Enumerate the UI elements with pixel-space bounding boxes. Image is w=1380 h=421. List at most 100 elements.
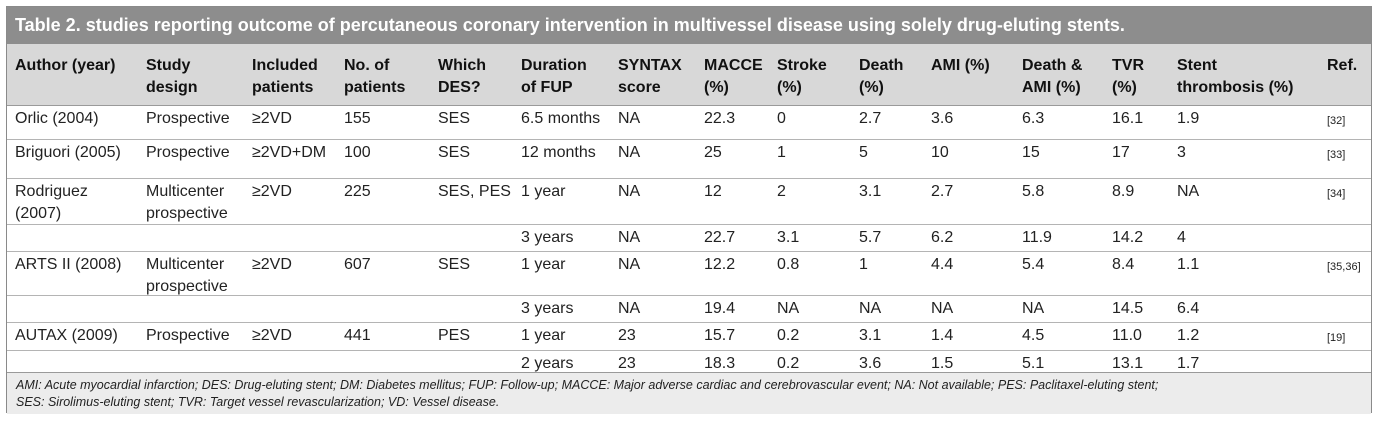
cell-author: Orlic (2004): [15, 110, 99, 127]
cell-macce: 12.2: [704, 256, 736, 273]
cell-macce: 22.7: [704, 229, 736, 246]
cell-ami: 2.7: [931, 183, 954, 200]
cell-which-des: SES, PES: [438, 183, 511, 200]
cell-death-ami: 11.9: [1022, 229, 1052, 246]
cell-no-of-patients: 225: [344, 183, 371, 200]
cell-macce: 25: [704, 144, 722, 161]
cell-which-des: SES: [438, 256, 471, 273]
cell-duration-fup: 1 year: [521, 327, 566, 344]
cell-ami: 10: [931, 144, 949, 161]
cell-stroke: 0.2: [777, 327, 800, 344]
cell-tvr: 8.9: [1112, 183, 1135, 200]
cell-study-design: Multicenter prospective: [146, 256, 228, 295]
cell-ref: [33]: [1327, 149, 1346, 161]
cell-syntax-score: NA: [618, 183, 641, 200]
header-ref: Ref.: [1327, 57, 1358, 74]
cell-no-of-patients: 100: [344, 144, 371, 161]
cell-syntax-score: NA: [618, 144, 641, 161]
cell-no-of-patients: 441: [344, 327, 371, 344]
cell-tvr: 14.2: [1112, 229, 1144, 246]
cell-ami: 1.4: [931, 327, 954, 344]
cell-duration-fup: 1 year: [521, 183, 566, 200]
cell-death: 3.6: [859, 355, 882, 372]
cell-syntax-score: NA: [618, 229, 641, 246]
header-death: Death (%): [859, 57, 904, 96]
cell-duration-fup: 12 months: [521, 144, 596, 161]
footnote-line-2: SES: Sirolimus-eluting stent; TVR: Targe…: [16, 395, 500, 409]
cell-syntax-score: NA: [618, 256, 641, 273]
header-which-des: Which DES?: [438, 57, 486, 96]
cell-macce: 18.3: [704, 355, 736, 372]
cell-duration-fup: 3 years: [521, 300, 574, 317]
cell-tvr: 8.4: [1112, 256, 1135, 273]
cell-author: AUTAX (2009): [15, 327, 118, 344]
cell-included-patients: ≥2VD: [252, 256, 292, 273]
table-row: 2 years 23 18.3 0.2 3.6 1.5 5.1 13.1 1.7: [7, 351, 1371, 372]
cell-ami: 1.5: [931, 355, 954, 372]
header-stent-thrombosis: Stent thrombosis (%): [1177, 57, 1294, 96]
cell-death: 3.1: [859, 327, 882, 344]
header-duration-fup: Duration of FUP: [521, 57, 587, 96]
cell-ref: [19]: [1327, 332, 1346, 344]
table-row: Orlic (2004) Prospective ≥2VD 155 SES 6.5 mon…: [7, 106, 1371, 140]
cell-death-ami: 4.5: [1022, 327, 1045, 344]
cell-stroke: 0: [777, 110, 786, 127]
cell-no-of-patients: 155: [344, 110, 371, 127]
cell-tvr: 13.1: [1112, 355, 1144, 372]
cell-stroke: NA: [777, 300, 800, 317]
cell-study-design: Prospective: [146, 110, 230, 127]
cell-stroke: 2: [777, 183, 786, 200]
table-row: 3 years NA 19.4 NA NA NA NA 14.5 6.4: [7, 296, 1371, 323]
cell-syntax-score: NA: [618, 300, 641, 317]
cell-tvr: 17: [1112, 144, 1130, 161]
cell-duration-fup: 1 year: [521, 256, 566, 273]
cell-death-ami: 5.1: [1022, 355, 1045, 372]
cell-syntax-score: NA: [618, 110, 641, 127]
cell-included-patients: ≥2VD+DM: [252, 144, 327, 161]
cell-tvr: 16.1: [1112, 110, 1144, 127]
cell-which-des: PES: [438, 327, 471, 344]
cell-study-design: Multicenter prospective: [146, 183, 228, 222]
footnote-line-1: AMI: Acute myocardial infarction; DES: D…: [16, 378, 1159, 392]
cell-syntax-score: 23: [618, 327, 636, 344]
cell-stent-thrombosis: 3: [1177, 144, 1186, 161]
cell-death-ami: 5.4: [1022, 256, 1045, 273]
table-frame: Table 2. studies reporting outcome of pe…: [6, 6, 1372, 414]
cell-macce: 15.7: [704, 327, 736, 344]
cell-death: 2.7: [859, 110, 882, 127]
cell-stroke: 0.8: [777, 256, 800, 273]
cell-ami: 4.4: [931, 256, 954, 273]
header-ami: AMI (%): [931, 57, 990, 74]
cell-tvr: 14.5: [1112, 300, 1144, 317]
header-tvr: TVR (%): [1112, 57, 1144, 96]
cell-duration-fup: 6.5 months: [521, 110, 601, 127]
header-syntax-score: SYNTAX score: [618, 57, 682, 96]
table-footnote: AMI: Acute myocardial infarction; DES: D…: [7, 372, 1371, 414]
header-study-design: Study design: [146, 57, 198, 96]
table-title: Table 2. studies reporting outcome of pe…: [7, 7, 1371, 44]
cell-macce: 22.3: [704, 110, 736, 127]
table-row: Rodriguez (2007) Multicenter prospective ≥…: [7, 179, 1371, 225]
cell-ref: [32]: [1327, 115, 1346, 127]
header-included-patients: Included patients: [252, 57, 318, 96]
cell-which-des: SES: [438, 144, 471, 161]
cell-included-patients: ≥2VD: [252, 183, 292, 200]
cell-included-patients: ≥2VD: [252, 327, 292, 344]
cell-death-ami: 6.3: [1022, 110, 1045, 127]
cell-stent-thrombosis: 4: [1177, 229, 1186, 246]
cell-no-of-patients: 607: [344, 256, 371, 273]
cell-ami: 6.2: [931, 229, 954, 246]
cell-ami: NA: [931, 300, 954, 317]
cell-death-ami: NA: [1022, 300, 1045, 317]
cell-included-patients: ≥2VD: [252, 110, 292, 127]
cell-stroke: 0.2: [777, 355, 800, 372]
cell-syntax-score: 23: [618, 355, 636, 372]
table-row: 3 years NA 22.7 3.1 5.7 6.2 11.9 14.2 4: [7, 225, 1371, 252]
cell-stent-thrombosis: NA: [1177, 183, 1200, 200]
cell-study-design: Prospective: [146, 327, 230, 344]
cell-stroke: 3.1: [777, 229, 800, 246]
table-row: ARTS II (2008) Multicenter prospective ≥2V…: [7, 252, 1371, 296]
cell-death: 1: [859, 256, 868, 273]
cell-ref: [35,36]: [1327, 261, 1361, 273]
header-stroke: Stroke (%): [777, 57, 827, 96]
